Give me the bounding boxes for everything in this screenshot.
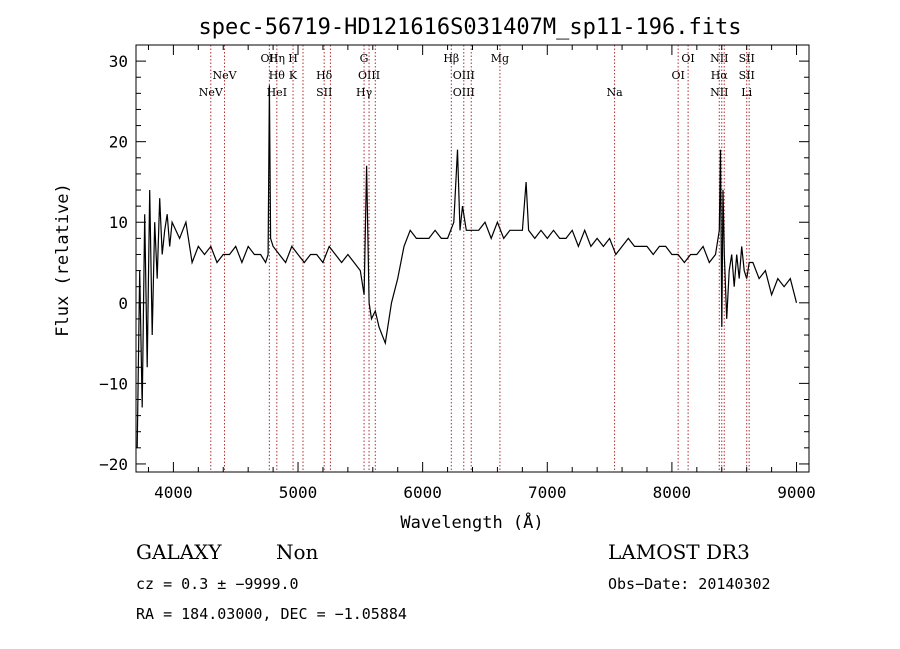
line-marker-label: OIII (358, 69, 380, 82)
y-tick-label: 10 (109, 213, 128, 232)
x-tick-label: 8000 (653, 483, 692, 502)
line-marker-label: G (360, 52, 369, 65)
x-tick-label: 5000 (279, 483, 318, 502)
y-axis: −20 −10 0 10 20 30 (99, 52, 809, 474)
line-marker-label: HeI (267, 86, 287, 99)
line-marker-label: NII (710, 86, 728, 99)
observation-date-label: Obs−Date: 20140302 (608, 575, 771, 593)
line-marker-label: Mg (491, 52, 509, 65)
survey-label: LAMOST DR3 (608, 540, 750, 564)
line-marker-label: Li (741, 86, 752, 99)
coordinates-label: RA = 184.03000, DEC = −1.05884 (136, 605, 407, 623)
line-marker-label: Hη (269, 52, 285, 65)
line-marker-label: NeV (212, 69, 237, 82)
line-marker-label: K (289, 69, 298, 82)
x-tick-label: 4000 (154, 483, 193, 502)
line-marker-label: Hα (711, 69, 729, 82)
object-class-label: GALAXY (136, 540, 222, 564)
object-subclass-label: Non (276, 540, 319, 564)
chart-title: spec-56719-HD121616S031407M_sp11-196.fit… (198, 15, 741, 40)
line-marker-label: Hδ (316, 69, 333, 82)
line-marker-label: Na (606, 86, 623, 99)
line-marker-label: SII (316, 86, 332, 99)
redshift-label: cz = 0.3 ± −9999.0 (136, 575, 299, 593)
y-tick-label: 20 (109, 133, 128, 152)
line-marker-label: SII (739, 52, 755, 65)
y-tick-label: −10 (99, 374, 128, 393)
line-marker-label: OI (671, 69, 684, 82)
line-marker-label: Hθ (269, 69, 286, 82)
line-marker-label: OII (260, 52, 278, 65)
line-marker-label: H (288, 52, 298, 65)
x-tick-label: 6000 (403, 483, 442, 502)
spectrum-series-line (136, 85, 798, 448)
y-axis-label: Flux (relative) (53, 183, 73, 337)
emission-line-markers (210, 45, 750, 472)
y-tick-label: −20 (99, 455, 128, 474)
line-marker-label: OIII (453, 69, 475, 82)
line-marker-label: NII (710, 52, 728, 65)
y-tick-label: 0 (118, 294, 128, 313)
x-axis: 4000 5000 6000 7000 8000 9000 (147, 45, 816, 502)
line-marker-label: OIII (453, 86, 475, 99)
line-marker-label: OI (681, 52, 694, 65)
line-marker-label: Hγ (356, 86, 373, 99)
x-tick-label: 9000 (777, 483, 816, 502)
line-marker-label: NeV (199, 86, 224, 99)
y-tick-label: 30 (109, 52, 128, 71)
line-marker-label: SII (739, 69, 755, 82)
line-marker-label: Hβ (443, 52, 459, 65)
x-axis-label: Wavelength (Å) (400, 511, 543, 533)
x-tick-label: 7000 (528, 483, 567, 502)
